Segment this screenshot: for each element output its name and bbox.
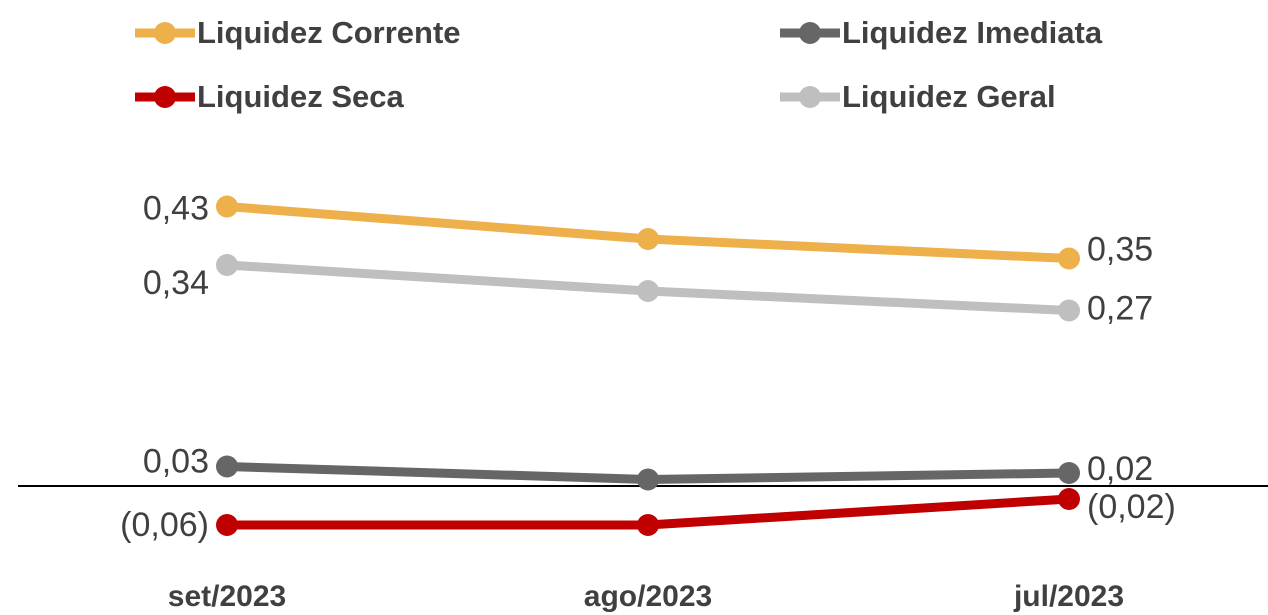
x-tick-label: jul/2023 — [1013, 580, 1124, 613]
x-tick-label: set/2023 — [168, 580, 286, 613]
x-tick-label: ago/2023 — [584, 580, 712, 613]
value-label: 0,34 — [143, 264, 209, 302]
data-point — [216, 455, 238, 478]
legend-marker — [154, 86, 176, 108]
data-point — [637, 514, 659, 536]
value-label: (0,06) — [120, 506, 209, 544]
data-point — [216, 514, 238, 536]
legend-marker — [154, 22, 176, 44]
data-point — [637, 280, 659, 302]
data-point — [1058, 247, 1080, 270]
data-point — [216, 195, 238, 218]
data-point — [216, 254, 238, 276]
value-label: (0,02) — [1087, 488, 1176, 526]
data-point — [1058, 299, 1080, 322]
legend-text: Liquidez Seca — [197, 79, 404, 114]
value-label: 0,35 — [1087, 230, 1153, 268]
value-label: 0,43 — [143, 189, 209, 227]
legend-marker — [799, 86, 821, 108]
legend-text: Liquidez Corrente — [197, 15, 461, 50]
data-point — [637, 228, 659, 250]
value-label: 0,02 — [1087, 450, 1153, 488]
data-point — [637, 468, 659, 491]
legend-text: Liquidez Imediata — [842, 15, 1103, 50]
value-label: 0,03 — [143, 442, 209, 480]
data-point — [1058, 462, 1080, 484]
legend-marker — [799, 22, 821, 44]
data-point — [1058, 488, 1080, 510]
value-label: 0,27 — [1087, 289, 1153, 327]
legend-text: Liquidez Geral — [842, 79, 1056, 114]
